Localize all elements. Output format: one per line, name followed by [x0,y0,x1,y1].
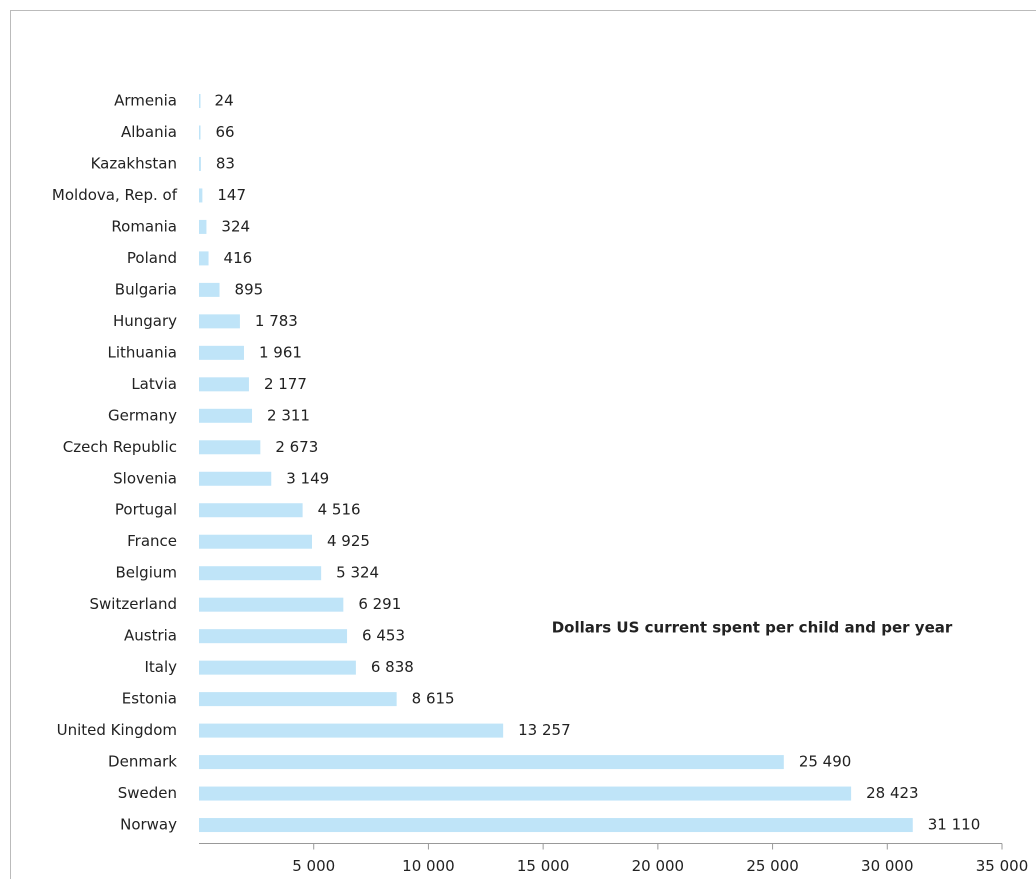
category-label: Bulgaria [115,280,177,298]
x-tick-label: 35 000 [976,857,1029,875]
value-label: 83 [216,154,235,172]
category-label: Moldova, Rep. of [52,186,178,204]
value-label: 13 257 [518,721,571,739]
value-label: 2 311 [267,406,310,424]
bar [199,156,201,171]
category-label: Romania [111,217,177,235]
value-label: 66 [216,123,235,141]
value-label: 1 783 [255,312,298,330]
x-tick-label: 15 000 [517,857,570,875]
category-label: Kazakhstan [91,154,177,172]
bar [199,377,249,392]
bar [199,219,207,234]
category-label: Lithuania [108,343,177,361]
category-label: Slovenia [113,469,177,487]
value-label: 1 961 [259,343,302,361]
bar [199,314,240,329]
bar [199,723,504,738]
value-label: 6 453 [362,627,405,645]
bar [199,692,397,707]
annotation: Dollars US current spent per child and p… [552,619,953,637]
value-label: 6 291 [358,595,401,613]
value-label: 31 110 [928,816,981,834]
bar [199,786,852,801]
category-label: Poland [127,249,177,267]
category-label: Belgium [116,564,178,582]
value-label: 5 324 [336,564,379,582]
value-label: 4 925 [327,532,370,550]
value-label: 324 [221,217,250,235]
category-label: Armenia [114,92,177,110]
x-tick-label: 5 000 [292,857,335,875]
bar [199,125,201,140]
value-label: 24 [215,92,234,110]
category-label: France [127,532,177,550]
bar [199,629,348,644]
category-label: Hungary [113,312,177,330]
value-label: 3 149 [286,469,329,487]
category-label: Portugal [115,501,177,519]
bar [199,566,322,581]
category-label: Austria [124,627,177,645]
bar [199,188,203,203]
value-label: 2 177 [264,375,307,393]
bar [199,440,261,455]
category-label: Sweden [118,784,177,802]
value-label: 895 [235,280,264,298]
bar [199,755,784,770]
category-label: Germany [108,406,177,424]
value-label: 2 673 [275,438,318,456]
bar [199,94,201,108]
chart-frame [10,10,1036,879]
value-label: 8 615 [412,690,455,708]
bar [199,503,303,518]
bar [199,251,209,266]
bar [199,471,272,486]
x-tick-label: 25 000 [746,857,799,875]
value-label: 25 490 [799,753,852,771]
x-tick-label: 20 000 [632,857,685,875]
value-label: 28 423 [866,784,919,802]
value-label: 147 [217,186,246,204]
category-label: Estonia [122,690,177,708]
category-label: Denmark [108,753,177,771]
value-label: 416 [224,249,253,267]
category-label: Switzerland [90,595,178,613]
category-label: United Kingdom [57,721,177,739]
bar [199,818,913,833]
category-label: Italy [144,658,177,676]
bar [199,408,253,423]
bar [199,660,356,675]
x-tick-label: 10 000 [402,857,455,875]
x-tick-label: 30 000 [861,857,914,875]
bar [199,534,312,549]
bar [199,597,344,612]
value-label: 4 516 [318,501,361,519]
bar [199,282,220,297]
bar [199,345,244,360]
value-label: 6 838 [371,658,414,676]
category-label: Norway [120,816,177,834]
category-label: Czech Republic [63,438,177,456]
category-label: Latvia [131,375,177,393]
category-label: Albania [121,123,177,141]
